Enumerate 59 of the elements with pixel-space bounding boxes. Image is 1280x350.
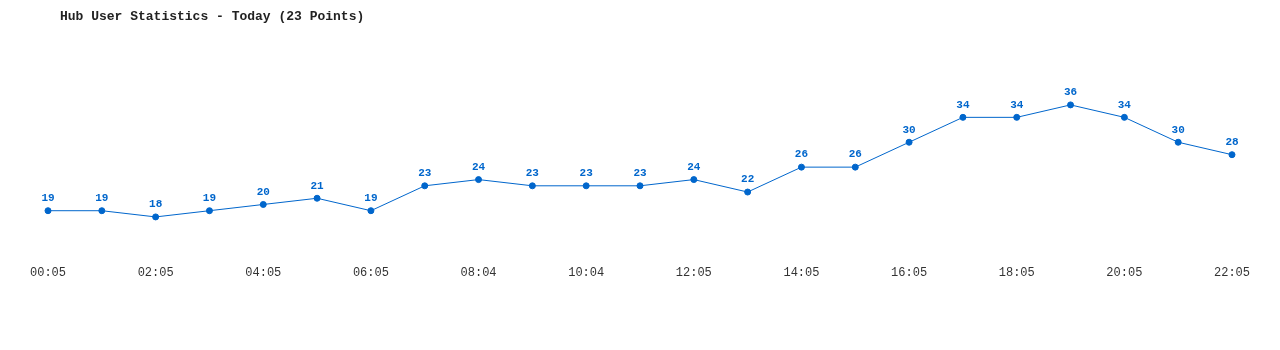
point: [1174, 138, 1182, 146]
point: [1120, 113, 1128, 121]
x-tick-label: 14:05: [783, 265, 820, 280]
point: [475, 176, 483, 184]
data-label: 19: [202, 191, 217, 204]
data-label: 34: [1117, 98, 1132, 111]
point: [851, 163, 859, 171]
point: [636, 182, 644, 190]
point: [690, 176, 698, 184]
point: [205, 207, 213, 215]
data-label: 23: [633, 167, 647, 180]
data-label: 23: [418, 167, 432, 180]
data-label: 23: [579, 167, 594, 180]
data-label: 34: [1010, 98, 1024, 111]
point: [582, 182, 590, 190]
x-tick-label: 02:05: [137, 265, 174, 280]
point: [367, 207, 375, 215]
data-label: 24: [471, 160, 486, 173]
x-tick-label: 22:05: [1213, 265, 1250, 280]
point: [797, 163, 805, 171]
data-label: 18: [149, 198, 163, 211]
x-tick-label: 10:04: [568, 265, 605, 280]
data-label: 36: [1063, 86, 1078, 99]
data-label: 21: [310, 179, 325, 192]
data-label: 34: [956, 98, 970, 111]
data-label: 26: [794, 148, 809, 161]
x-tick-label: 08:04: [460, 265, 497, 280]
data-label: 23: [525, 167, 540, 180]
data-label: 28: [1225, 135, 1239, 148]
x-tick-label: 06:05: [352, 265, 389, 280]
x-tick-label: 20:05: [1106, 265, 1143, 280]
x-tick-label: 04:05: [245, 265, 282, 280]
data-label: 20: [256, 185, 270, 198]
data-label: 19: [95, 191, 109, 204]
point: [421, 182, 429, 190]
data-label: 22: [741, 173, 755, 186]
point: [528, 182, 536, 190]
point: [959, 113, 967, 121]
data-label: 24: [687, 160, 701, 173]
data-label: 30: [902, 123, 916, 136]
point: [1013, 113, 1021, 121]
x-tick-label: 16:05: [891, 265, 928, 280]
data-label: 19: [364, 191, 378, 204]
point: [313, 194, 321, 202]
x-tick-label: 18:05: [998, 265, 1035, 280]
point: [44, 207, 52, 215]
data-label: 30: [1171, 123, 1185, 136]
point: [152, 213, 160, 221]
data-label: 19: [41, 191, 55, 204]
data-label: 26: [848, 148, 862, 161]
point: [1228, 151, 1236, 159]
x-tick-label: 00:05: [30, 265, 67, 280]
chart-title: Hub User Statistics - Today (23 Points): [60, 9, 365, 24]
x-tick-label: 12:05: [675, 265, 712, 280]
point: [744, 188, 752, 196]
point: [905, 138, 913, 146]
point: [98, 207, 106, 215]
point: [1067, 101, 1075, 109]
point: [259, 200, 267, 208]
